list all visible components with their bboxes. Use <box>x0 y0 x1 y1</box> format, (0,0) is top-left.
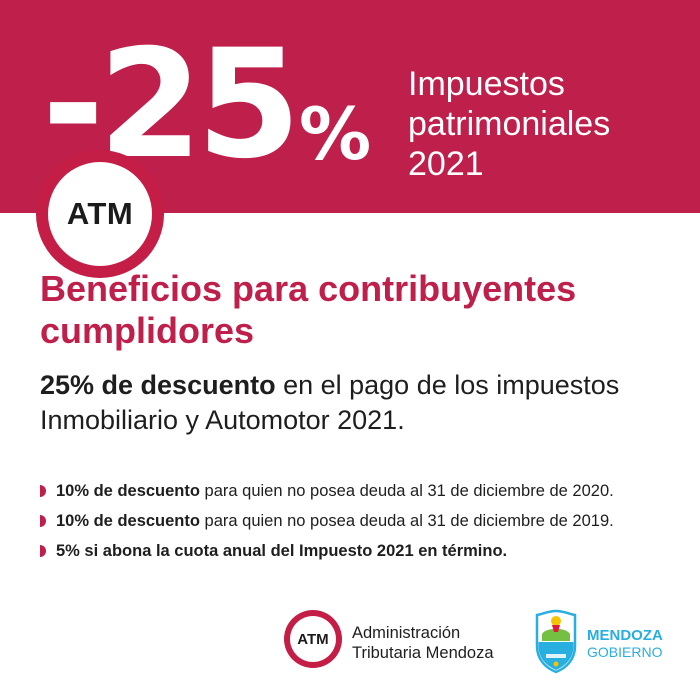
bullet-marker-icon <box>40 515 46 527</box>
list-item-text: para quien no posea deuda al 31 de dicie… <box>199 482 614 500</box>
headline-line: Impuestos <box>408 65 565 103</box>
agency-name-line: Administración <box>352 624 461 642</box>
headline-line: patrimoniales <box>408 105 611 143</box>
bullet-marker-icon <box>40 545 46 557</box>
footer-atm-logo: ATM <box>284 610 342 668</box>
list-item-bold: 10% de descuento <box>56 512 200 530</box>
list-item: 5% si abona la cuota anual del Impuesto … <box>40 536 680 566</box>
list-item-bold: 5% si abona la cuota anual del Impuesto … <box>56 542 508 560</box>
gov-line-mendoza: MENDOZA <box>587 627 663 644</box>
agency-name: Administración Tributaria Mendoza <box>352 623 494 663</box>
footer-atm-text: ATM <box>297 630 329 648</box>
benefits-list: 10% de descuento para quien no posea deu… <box>40 476 680 566</box>
bullet-marker-icon <box>40 485 46 497</box>
atm-badge-logo: ATM <box>36 150 164 278</box>
headline-line: 2021 <box>408 145 484 183</box>
mendoza-crest-icon <box>535 609 577 674</box>
page-title: Beneficios para contribuyentes cumplidor… <box>40 268 577 351</box>
discount-description: 25% de descuento en el pago de los impue… <box>40 368 680 438</box>
list-item-bold: 10% de descuento <box>56 482 200 500</box>
list-item: 10% de descuento para quien no posea deu… <box>40 476 680 506</box>
header-banner: -25 % Impuestos patrimoniales 2021 <box>0 0 700 213</box>
agency-name-line: Tributaria Mendoza <box>352 644 494 662</box>
banner-headline: Impuestos patrimoniales 2021 <box>408 64 688 184</box>
atm-badge-text: ATM <box>66 196 134 231</box>
discount-percent-sign: % <box>299 92 372 176</box>
gov-line-gobierno: GOBIERNO <box>587 644 663 660</box>
list-item: 10% de descuento para quien no posea deu… <box>40 506 680 536</box>
government-logo-text: MENDOZA GOBIERNO <box>587 627 663 661</box>
discount-description-rest: en el pago de los impuestos Inmobiliario… <box>40 370 620 435</box>
discount-description-bold: 25% de descuento <box>40 370 276 400</box>
list-item-text: para quien no posea deuda al 31 de dicie… <box>199 512 614 530</box>
